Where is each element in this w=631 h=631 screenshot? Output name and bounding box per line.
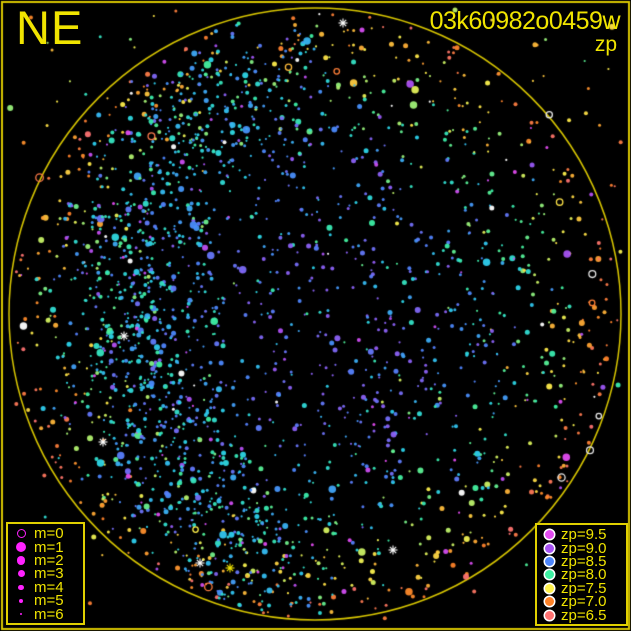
legend-row: zp=9.0	[537, 539, 626, 557]
legend-label: zp=6.5	[561, 606, 607, 624]
direction-label: NE	[16, 1, 84, 54]
legend-label: zp=9.0	[561, 539, 607, 557]
magnitude-dot-icon	[8, 584, 34, 590]
legend-label: m=5	[34, 592, 64, 610]
legend-row: m=5	[8, 592, 83, 610]
legend-row: zp=6.5	[537, 606, 626, 624]
zeropoint-legend: zp=9.5 zp=9.0 zp=8.5 zp=8.0 zp=7.5 zp=7.0 zp=6…	[535, 523, 628, 626]
legend-row: zp=8.5	[537, 552, 626, 570]
legend-row: m=6	[8, 605, 83, 623]
magnitude-dot-icon	[8, 570, 34, 578]
legend-row: zp=8.0	[537, 566, 626, 584]
legend-row: zp=7.0	[537, 593, 626, 611]
legend-row: m=0	[8, 525, 83, 543]
zp-color-swatch-icon	[537, 597, 561, 607]
legend-label: m=2	[34, 551, 64, 569]
zp-color-swatch-icon	[537, 570, 561, 580]
legend-row: m=2	[8, 551, 83, 569]
legend-row: m=4	[8, 578, 83, 596]
zp-color-swatch-icon	[537, 610, 561, 620]
zp-color-swatch-icon	[537, 530, 561, 540]
magnitude-dot-icon	[8, 598, 34, 603]
legend-row: m=3	[8, 565, 83, 583]
zp-color-swatch-icon	[537, 556, 561, 566]
magnitude-dot-icon	[8, 542, 34, 553]
legend-label: m=0	[34, 525, 64, 543]
zp-color-swatch-icon	[537, 583, 561, 593]
legend-row: m=1	[8, 538, 83, 556]
magnitude-dot-icon	[8, 612, 34, 616]
zp-color-swatch-icon	[537, 543, 561, 553]
legend-label: zp=7.0	[561, 593, 607, 611]
magnitude-legend: m=0 m=1 m=2 m=3 m=4 m=5 m=6	[6, 522, 85, 625]
legend-label: zp=7.5	[561, 579, 607, 597]
legend-label: m=1	[34, 538, 64, 556]
legend-label: m=3	[34, 565, 64, 583]
legend-label: zp=9.5	[561, 526, 607, 544]
zp-mode-label: zp	[594, 33, 617, 56]
magnitude-dot-icon	[8, 556, 34, 565]
legend-row: zp=9.5	[537, 526, 626, 544]
legend-label: zp=8.5	[561, 552, 607, 570]
magnitude-dot-icon	[8, 529, 34, 539]
legend-label: m=4	[34, 578, 64, 596]
observation-title: 03k60982o0459w	[429, 7, 621, 35]
legend-row: zp=7.5	[537, 579, 626, 597]
legend-label: m=6	[34, 605, 64, 623]
legend-label: zp=8.0	[561, 566, 607, 584]
